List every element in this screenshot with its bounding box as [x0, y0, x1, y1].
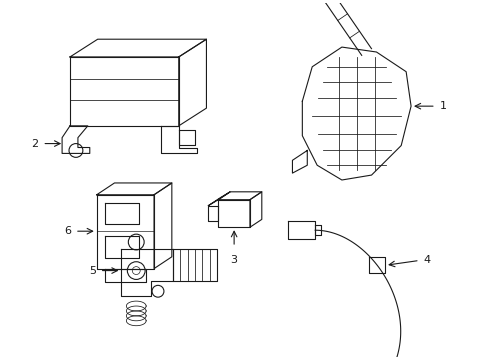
Text: 4: 4: [423, 255, 430, 265]
Text: 5: 5: [88, 266, 96, 276]
Text: 2: 2: [31, 139, 38, 149]
Text: 1: 1: [439, 101, 446, 111]
Text: 6: 6: [64, 226, 71, 236]
Text: 3: 3: [230, 255, 237, 265]
